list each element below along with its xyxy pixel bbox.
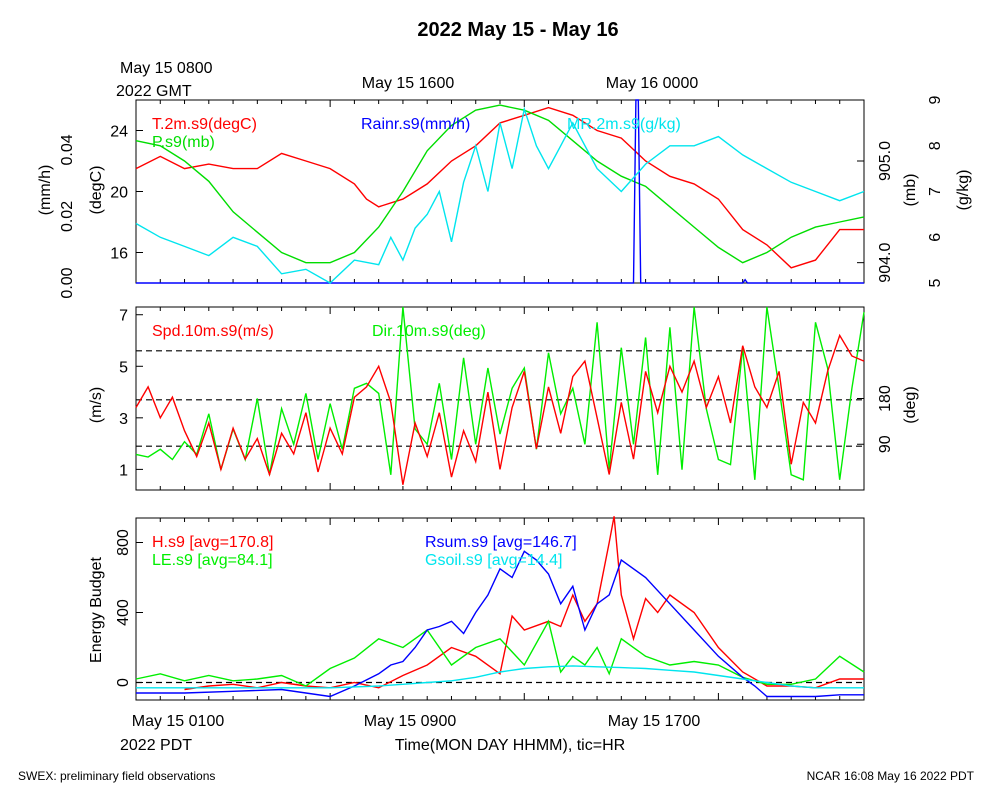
rain-tick-label: 0.02 <box>59 201 76 232</box>
speed-axis-label: (m/s) <box>88 387 105 423</box>
energy-tick-label: 400 <box>115 599 132 626</box>
legend-pressure: P.s9(mb) <box>152 134 215 151</box>
gmt-tick-label-1: May 15 1600 <box>362 75 455 92</box>
soil-heat-series-line <box>136 665 864 689</box>
mr-tick-label: 8 <box>927 141 944 150</box>
temp-tick-label: 24 <box>110 124 128 141</box>
chart-title: 2022 May 15 - May 16 <box>417 19 618 41</box>
energy-axis-label: Energy Budget <box>88 557 105 663</box>
net-radiation-series-line <box>136 550 864 698</box>
temp-axis-label: (degC) <box>88 166 105 215</box>
mr-axis-label: (g/kg) <box>955 170 972 211</box>
temp-tick-label: 20 <box>110 185 128 202</box>
x-tick-label-2: May 15 0900 <box>364 713 457 730</box>
direction-tick-label: 90 <box>877 435 894 453</box>
mr-tick-label: 9 <box>927 95 944 104</box>
speed-tick-label: 7 <box>119 308 128 325</box>
mr-tick-label: 5 <box>927 278 944 287</box>
speed-tick-label: 1 <box>119 462 128 479</box>
rain-tick-label: 0.04 <box>59 134 76 165</box>
wind-speed-series-line <box>135 333 865 485</box>
energy-tick-label: 0 <box>115 678 132 687</box>
rain-axis-label: (mm/h) <box>37 165 54 216</box>
legend-latent-heat: LE.s9 [avg=84.1] <box>152 552 273 569</box>
rain-tick-label: 0.00 <box>59 267 76 298</box>
pressure-series-line <box>135 104 865 264</box>
direction-tick-label: 180 <box>877 385 894 412</box>
temp-tick-label: 16 <box>110 246 128 263</box>
footer-left: SWEX: preliminary field observations <box>18 769 215 783</box>
temperature-series-line <box>135 106 864 269</box>
pressure-tick-label: 905.0 <box>877 141 894 181</box>
gmt-start-label: May 15 0800 <box>120 60 213 77</box>
energy-tick-label: 800 <box>115 529 132 556</box>
legend-rain-rate: Rainr.s9(mm/h) <box>361 116 470 133</box>
chart-panels: 0.00 0.02 0.04 16 20 24 904.0 905.0 5 6 7 8 9 (mm/h) (… <box>37 95 972 701</box>
speed-tick-label: 3 <box>119 411 128 428</box>
mr-tick-label: 7 <box>927 187 944 196</box>
gmt-year-label: 2022 GMT <box>116 83 192 100</box>
legend-temperature: T.2m.s9(degC) <box>152 116 257 133</box>
direction-axis-label: (deg) <box>902 386 919 423</box>
legend-net-radiation: Rsum.s9 [avg=146.7] <box>425 534 577 551</box>
pressure-axis-label: (mb) <box>902 174 919 207</box>
x-tick-label-1: May 15 0100 <box>132 713 225 730</box>
mixing-ratio-series-line <box>135 106 865 284</box>
rain-rate-series-line <box>136 99 864 284</box>
mr-tick-label: 6 <box>927 233 944 242</box>
legend-sensible-heat: H.s9 [avg=170.8] <box>152 534 273 551</box>
legend-wind-speed: Spd.10m.s9(m/s) <box>152 323 274 340</box>
x-tick-label-3: May 15 1700 <box>608 713 701 730</box>
speed-tick-label: 5 <box>119 359 128 376</box>
pressure-tick-label: 904.0 <box>877 243 894 283</box>
x-axis-label: Time(MON DAY HHMM), tic=HR <box>395 737 625 754</box>
footer-right: NCAR 16:08 May 16 2022 PDT <box>807 769 975 783</box>
legend-wind-direction: Dir.10m.s9(deg) <box>372 323 486 340</box>
x-tz-label: 2022 PDT <box>120 737 192 754</box>
legend-mixing-ratio: MR.2m.s9(g/kg) <box>567 116 681 133</box>
legend-soil-heat: Gsoil.s9 [avg=14.4] <box>425 552 562 569</box>
latent-heat-series-line <box>135 619 865 687</box>
gmt-tick-label-2: May 16 0000 <box>606 75 699 92</box>
